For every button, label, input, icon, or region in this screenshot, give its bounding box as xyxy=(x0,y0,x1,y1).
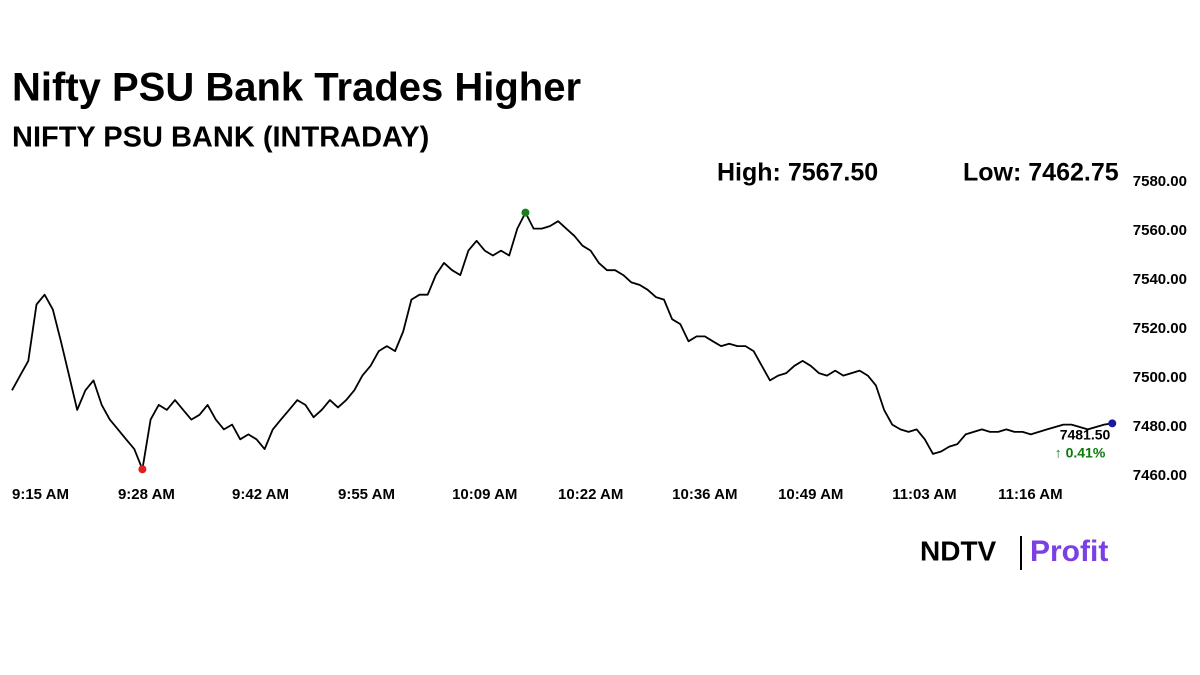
last-value-label: 7481.50 xyxy=(1060,427,1111,443)
change-label: ↑ 0.41% xyxy=(1055,445,1106,461)
low-label: Low: 7462.75 xyxy=(963,159,1119,187)
y-tick-label: 7580.00 xyxy=(1133,173,1187,190)
chart-title: Nifty PSU Bank Trades Higher xyxy=(12,66,581,110)
x-tick-label: 9:55 AM xyxy=(338,486,395,503)
brand: NDTV xyxy=(920,535,997,566)
x-tick-label: 9:42 AM xyxy=(232,486,289,503)
x-tick-label: 11:16 AM xyxy=(998,486,1062,503)
low-marker xyxy=(138,465,147,474)
x-tick-label: 10:09 AM xyxy=(452,486,517,503)
x-tick-label: 11:03 AM xyxy=(892,486,956,503)
last-marker xyxy=(1108,419,1117,428)
x-tick-label: 10:22 AM xyxy=(558,486,623,503)
x-tick-label: 9:28 AM xyxy=(118,486,175,503)
brand-sub: Profit xyxy=(1030,535,1108,568)
y-tick-label: 7460.00 xyxy=(1133,467,1187,484)
high-label: High: 7567.50 xyxy=(717,159,878,187)
y-tick-label: 7540.00 xyxy=(1133,271,1187,288)
chart-subtitle: NIFTY PSU BANK (INTRADAY) xyxy=(12,122,429,154)
x-tick-label: 9:15 AM xyxy=(12,486,69,503)
y-tick-label: 7480.00 xyxy=(1133,418,1187,435)
y-tick-label: 7520.00 xyxy=(1133,320,1187,337)
y-tick-label: 7560.00 xyxy=(1133,222,1187,239)
x-tick-label: 10:49 AM xyxy=(778,486,843,503)
x-tick-label: 10:36 AM xyxy=(672,486,737,503)
high-marker xyxy=(521,208,530,217)
price-line xyxy=(11,211,1113,471)
y-tick-label: 7500.00 xyxy=(1133,369,1187,386)
